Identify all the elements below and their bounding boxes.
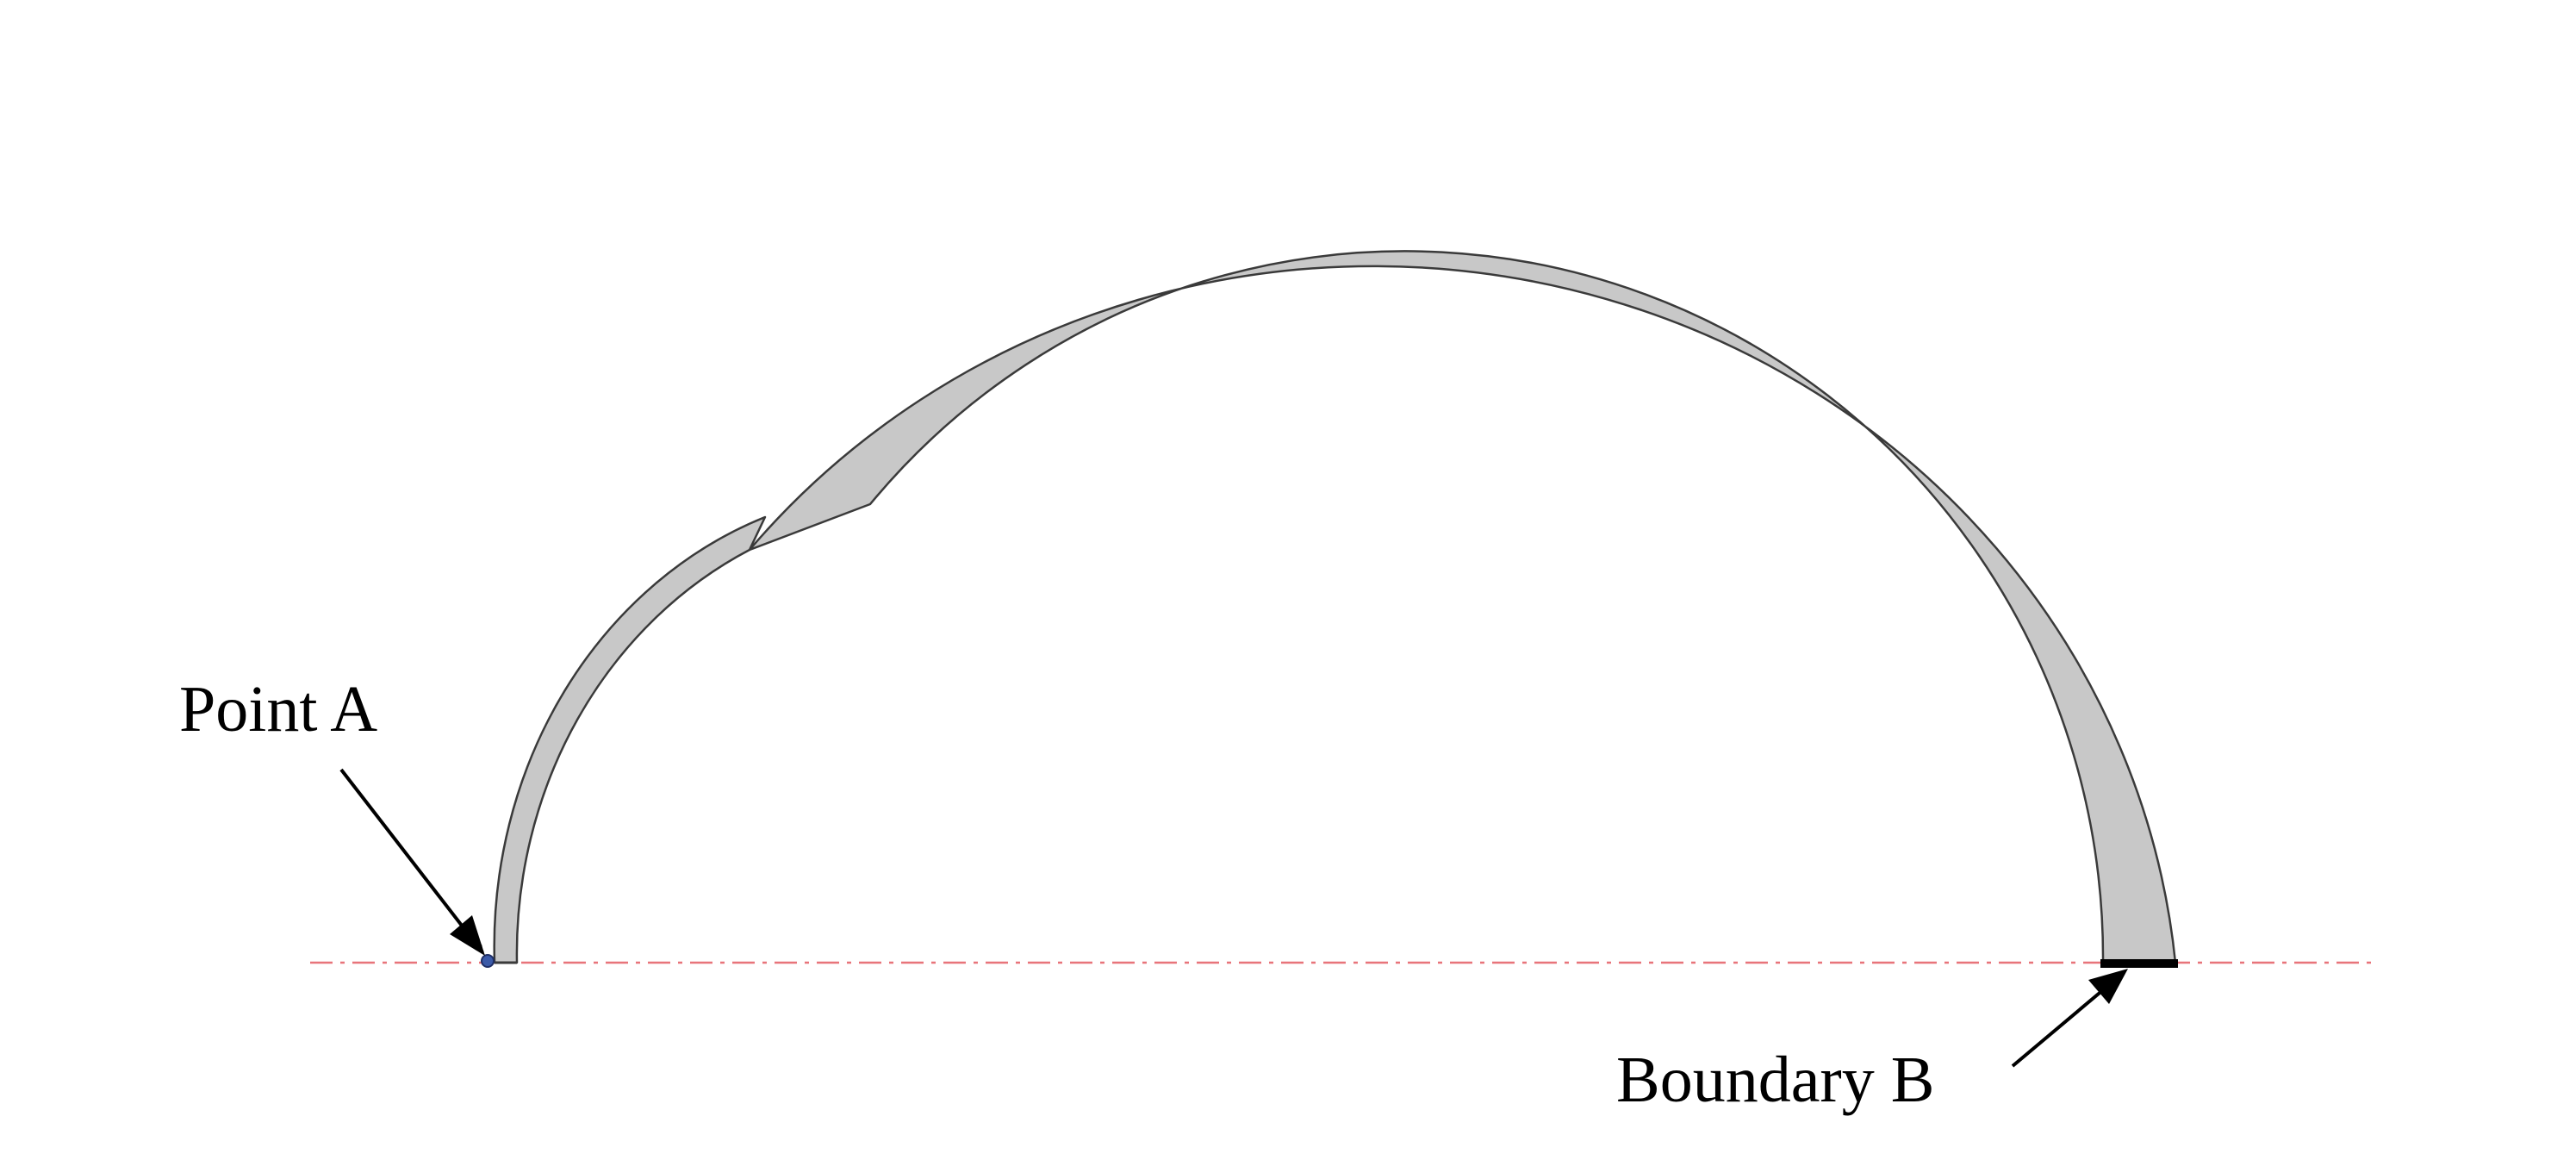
boundary-b-arrowhead <box>2088 969 2128 1004</box>
point-a-marker <box>481 954 495 968</box>
point-a-arrowhead <box>450 915 485 956</box>
small-left-shell <box>493 515 767 964</box>
large-dome-shell <box>748 250 2177 964</box>
boundary-b-label: Boundary B <box>1616 1044 1934 1116</box>
boundary-b-arrow <box>2011 978 2117 1068</box>
point-a-label: Point A <box>179 673 377 745</box>
point-a-arrow <box>339 768 484 954</box>
